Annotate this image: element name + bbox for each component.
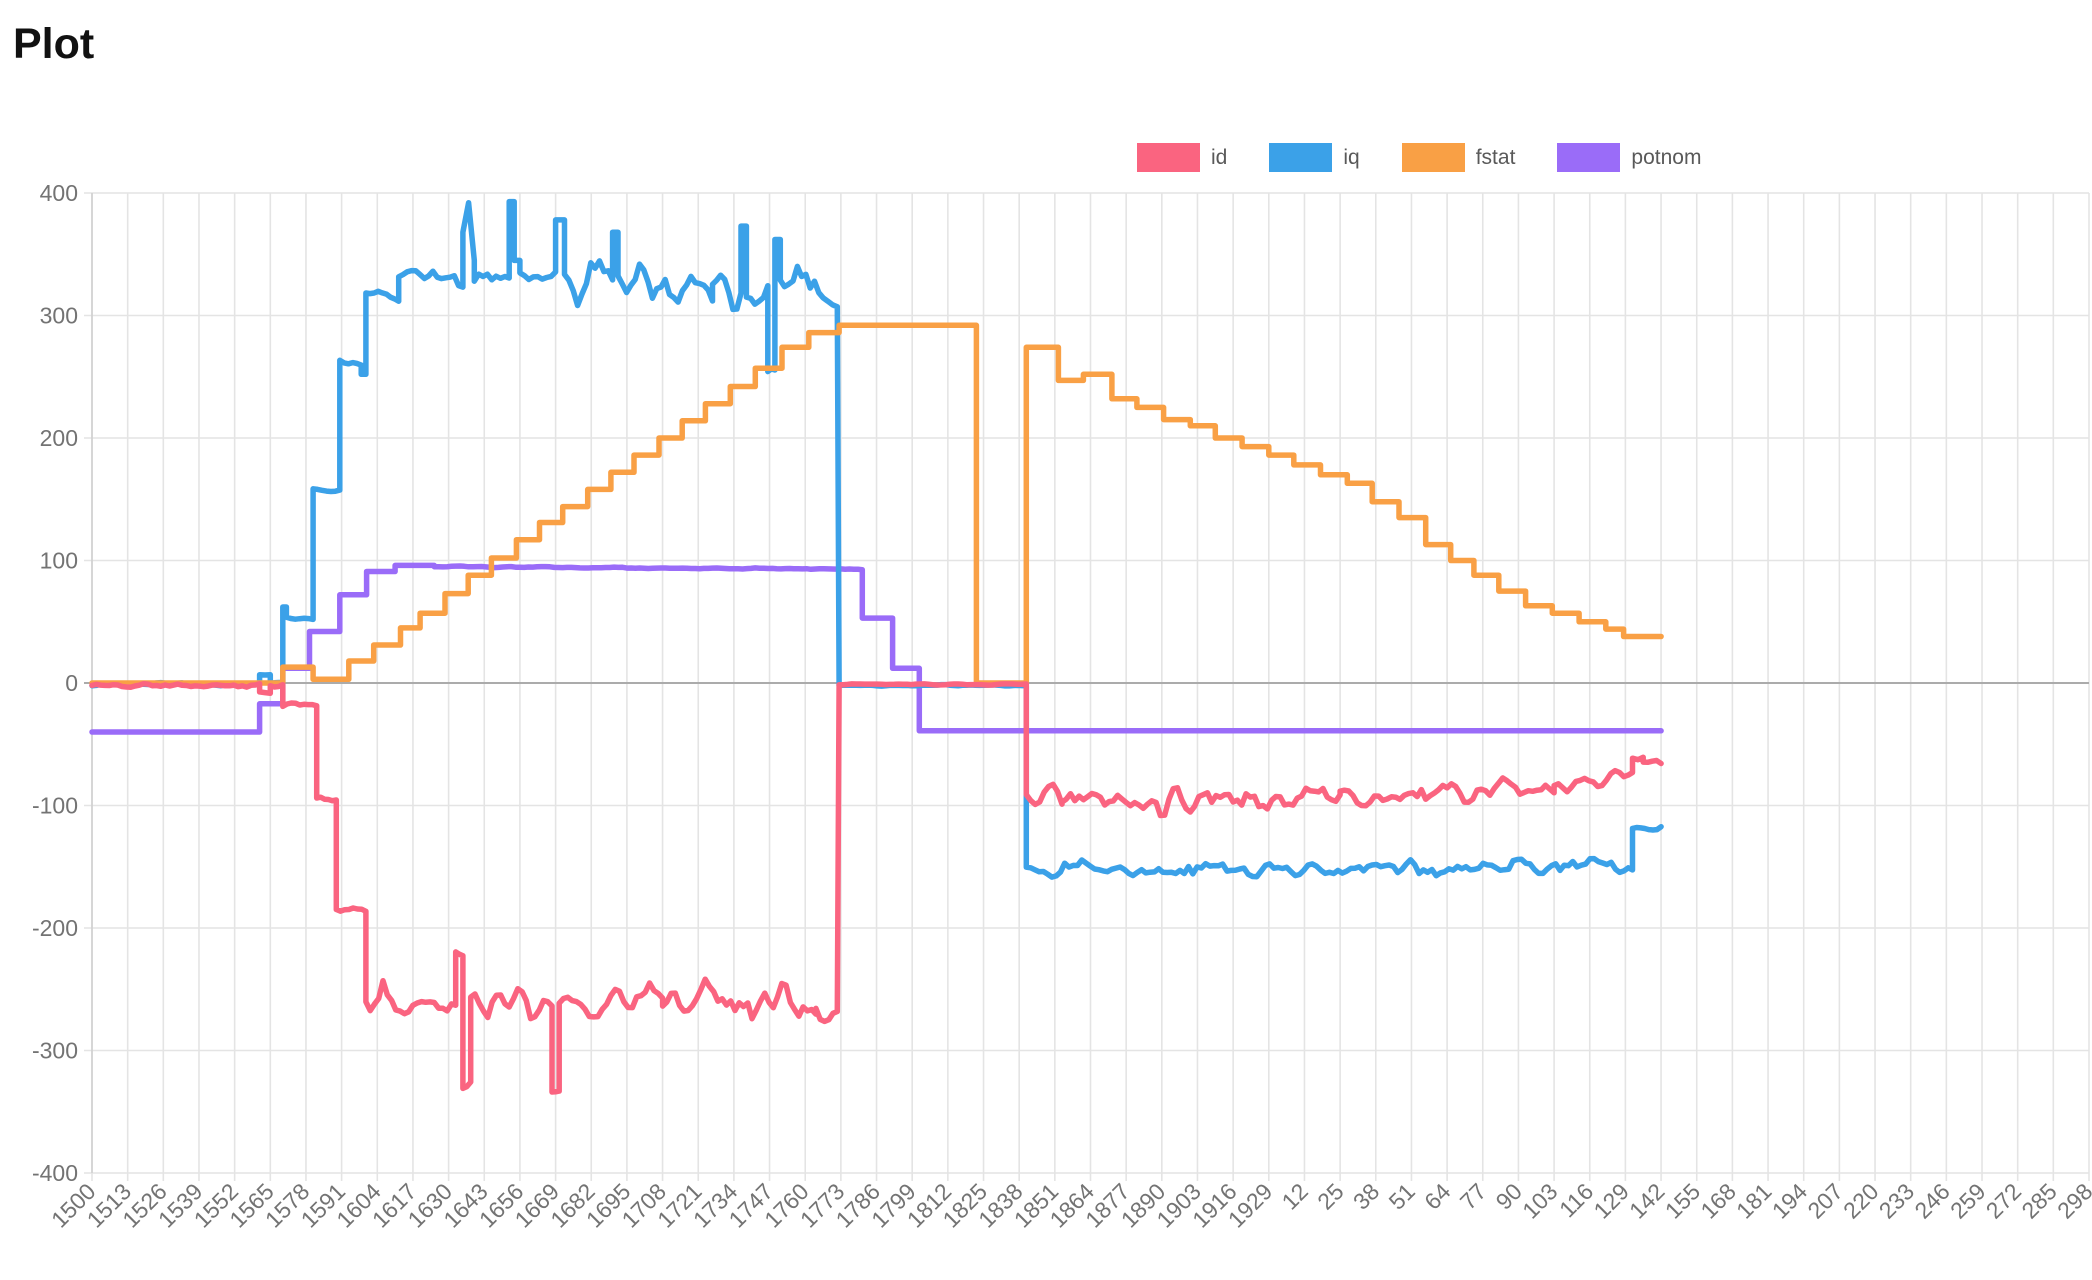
gridlines [84,192,2090,1181]
legend-swatch-potnom [1557,143,1621,172]
legend-item-fstat[interactable]: fstat [1401,143,1516,172]
legend-item-id[interactable]: id [1137,143,1227,172]
x-tick-label: 116 [1554,1178,1598,1222]
x-tick-label: 51 [1383,1178,1419,1214]
x-tick-label: 77 [1455,1178,1491,1214]
y-tick-label: -300 [32,1038,78,1064]
x-tick-label: 38 [1348,1178,1384,1214]
series-line-iq [89,198,1664,880]
y-tick-label: 300 [40,303,78,329]
x-tick-label: 12 [1277,1178,1313,1214]
legend-swatch-fstat [1401,143,1465,172]
legend-item-iq[interactable]: iq [1269,143,1360,172]
y-tick-label: 100 [40,548,78,574]
series-line-fstat [89,322,1664,686]
legend-label-id: id [1211,146,1228,169]
y-tick-label: 400 [40,180,78,206]
legend-item-potnom[interactable]: potnom [1557,143,1701,172]
y-tick-label: 200 [40,425,78,451]
x-tick-label: 298 [2052,1178,2092,1224]
x-tick-label: 64 [1419,1178,1456,1215]
legend-swatch-id [1137,143,1200,172]
legend-label-fstat: fstat [1475,146,1516,169]
y-tick-label: -400 [32,1160,78,1186]
x-tick-label: 25 [1312,1178,1348,1214]
page-title: Plot [13,20,95,68]
series-line-id [89,680,1664,1095]
series-line-potnom [89,562,1664,735]
y-tick-label: -200 [32,915,78,941]
y-tick-label: -100 [32,793,78,819]
series-lines [89,198,1664,1095]
legend-label-iq: iq [1343,146,1360,169]
y-tick-label: 0 [65,670,78,696]
legend-label-potnom: potnom [1631,146,1702,169]
legend: id iq fstat potnom [1137,143,1743,172]
legend-swatch-iq [1269,143,1333,172]
